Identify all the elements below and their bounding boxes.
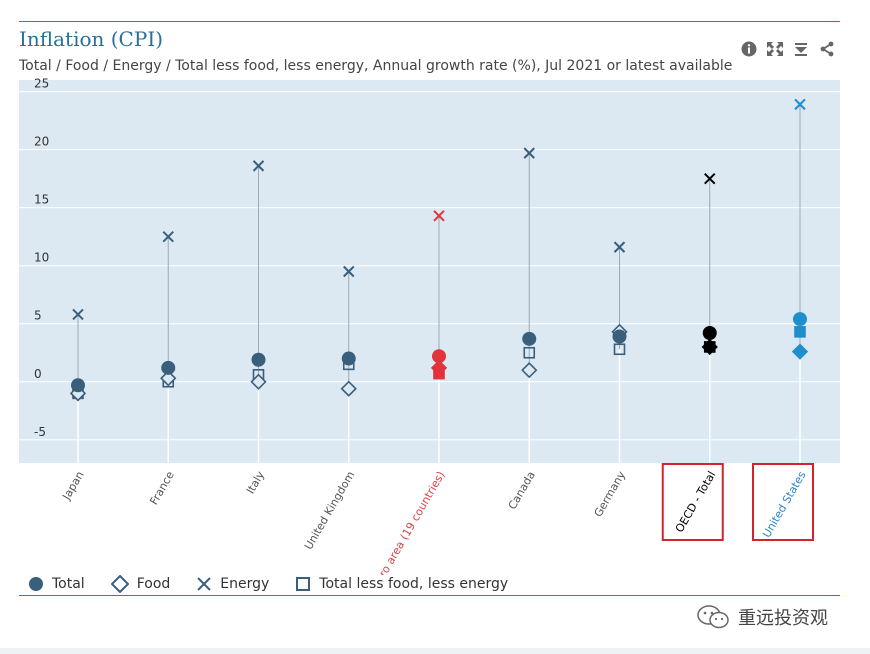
legend-label-core: Total less food, less energy (319, 576, 509, 592)
y-tick-label: 10 (34, 251, 49, 265)
energy-marker (704, 172, 716, 185)
energy-marker (523, 147, 535, 159)
watermark-text: 重远投资观 (738, 608, 828, 629)
core-marker (794, 326, 806, 338)
y-tick-label: 5 (34, 309, 42, 323)
diamond-marker-icon (110, 575, 129, 593)
info-icon[interactable] (740, 40, 758, 58)
energy-marker (343, 265, 355, 278)
legend-label-food: Food (136, 576, 171, 592)
y-tick-label: 15 (34, 193, 49, 207)
watermark: 重远投资观 (696, 604, 828, 630)
markers (69, 98, 809, 402)
legend-item-total[interactable]: Total (28, 576, 85, 592)
legend-label-total: Total (52, 576, 85, 592)
plot-background (19, 80, 840, 463)
grid-layer (19, 91, 840, 441)
food-marker (430, 359, 448, 376)
highlight-boxes (661, 463, 814, 541)
core-marker (613, 343, 626, 356)
y-tick-label: 20 (34, 135, 49, 149)
circle-marker-icon (29, 577, 43, 591)
core-marker (523, 346, 536, 359)
total-marker (522, 331, 537, 346)
top-rule (19, 21, 840, 22)
chart-subtitle: Total / Food / Energy / Total less food,… (19, 58, 733, 74)
energy-marker (252, 160, 265, 172)
total-marker (432, 349, 446, 364)
x-tick-label: Japan (59, 469, 86, 503)
total-marker (702, 326, 717, 341)
cross-marker-icon (197, 577, 211, 591)
x-tick-label: France (147, 469, 177, 507)
inflation-chart: 25 20 15 10 5 0 -5 Japan France Italy United King… (19, 77, 840, 575)
energy-marker (613, 241, 626, 253)
y-tick-label: 0 (34, 367, 42, 381)
total-marker (793, 312, 807, 327)
highlight-box (661, 463, 724, 541)
total-marker (251, 352, 266, 367)
expand-icon[interactable] (766, 40, 784, 58)
bottom-rule (19, 595, 840, 596)
range-lines (77, 104, 801, 463)
legend-item-core[interactable]: Total less food, less energy (295, 576, 508, 592)
legend-item-energy[interactable]: Energy (196, 576, 269, 592)
energy-marker (794, 98, 806, 111)
total-marker (161, 360, 176, 375)
energy-marker (72, 308, 84, 321)
food-marker (701, 338, 718, 356)
x-tick-label: United Kingdom (302, 469, 357, 552)
total-marker (71, 378, 85, 393)
x-tick-label: Canada (506, 469, 538, 512)
chart-title: Inflation (CPI) (19, 27, 164, 51)
food-marker (791, 343, 809, 360)
y-tick-labels: 25 20 15 10 5 0 -5 (34, 77, 49, 439)
energy-marker (162, 230, 174, 243)
wechat-icon (697, 605, 729, 629)
footer-band (0, 648, 870, 654)
y-tick-label: -5 (34, 425, 46, 439)
x-tick-label: United States (760, 469, 809, 540)
share-icon[interactable] (818, 40, 836, 58)
total-marker (612, 329, 627, 344)
legend-label-energy: Energy (220, 576, 270, 592)
x-tick-label: Germany (592, 469, 629, 520)
legend-item-food[interactable]: Food (110, 575, 171, 593)
food-marker (160, 370, 177, 387)
x-tick-label: OECD - Total (673, 469, 718, 535)
total-marker (341, 351, 356, 366)
food-marker (521, 362, 538, 379)
legend: Total Food Energy Total less food, less … (28, 575, 534, 593)
y-tick-label: 25 (34, 77, 49, 91)
food-marker (250, 373, 267, 390)
highlight-box (752, 463, 814, 541)
food-marker (340, 380, 357, 397)
download-icon[interactable] (792, 40, 810, 58)
x-tick-label: Italy (244, 469, 267, 497)
chart-toolbar (740, 40, 836, 58)
square-marker-icon (296, 577, 311, 591)
x-tick-label: Euro area (19 countries) (370, 469, 448, 575)
x-tick-labels: Japan France Italy United Kingdom Euro area … (59, 469, 808, 575)
energy-marker (433, 210, 445, 222)
